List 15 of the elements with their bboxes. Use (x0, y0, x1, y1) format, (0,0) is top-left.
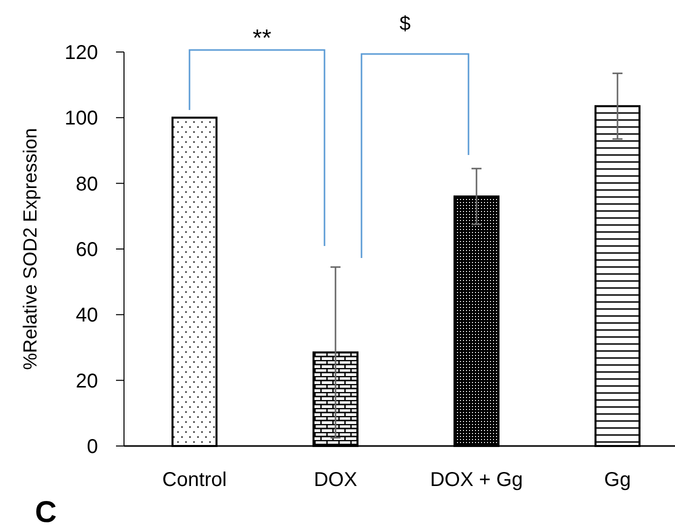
y-axis-title: %Relative SOD2 Expression (20, 128, 42, 370)
y-tick-label: 100 (64, 108, 98, 130)
annotation: ** (252, 25, 272, 52)
x-tick-label: Gg (604, 469, 631, 491)
y-tick-label: 60 (76, 239, 98, 261)
x-tick-label: Control (162, 469, 227, 491)
y-tick-label: 120 (64, 42, 98, 64)
y-tick-label: 80 (76, 173, 98, 196)
y-tick-label: 0 (86, 436, 98, 458)
y-tick-label: 20 (76, 370, 98, 392)
text: $ (399, 13, 411, 35)
x-tick-label: DOX + Gg (430, 469, 523, 491)
x-tick-label: DOX (314, 469, 358, 491)
y-tick-label: 40 (76, 304, 98, 327)
text: C (35, 496, 57, 526)
